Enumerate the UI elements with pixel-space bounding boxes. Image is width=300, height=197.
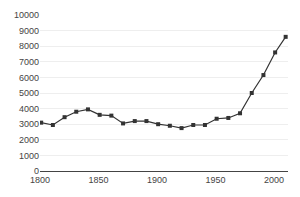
svg-text:0: 0 [34, 166, 39, 176]
svg-text:9000: 9000 [19, 26, 39, 36]
svg-text:8000: 8000 [19, 41, 39, 51]
svg-text:1800: 1800 [30, 175, 50, 185]
svg-text:5000: 5000 [19, 88, 39, 98]
svg-text:1000: 1000 [19, 151, 39, 161]
svg-text:3000: 3000 [19, 119, 39, 129]
svg-text:2000: 2000 [264, 175, 284, 185]
svg-text:10000: 10000 [14, 10, 39, 20]
svg-text:6000: 6000 [19, 73, 39, 83]
svg-text:4000: 4000 [19, 104, 39, 114]
svg-text:1850: 1850 [88, 175, 108, 185]
svg-text:7000: 7000 [19, 57, 39, 67]
svg-text:1950: 1950 [205, 175, 225, 185]
svg-text:1900: 1900 [147, 175, 167, 185]
svg-text:2000: 2000 [19, 135, 39, 145]
